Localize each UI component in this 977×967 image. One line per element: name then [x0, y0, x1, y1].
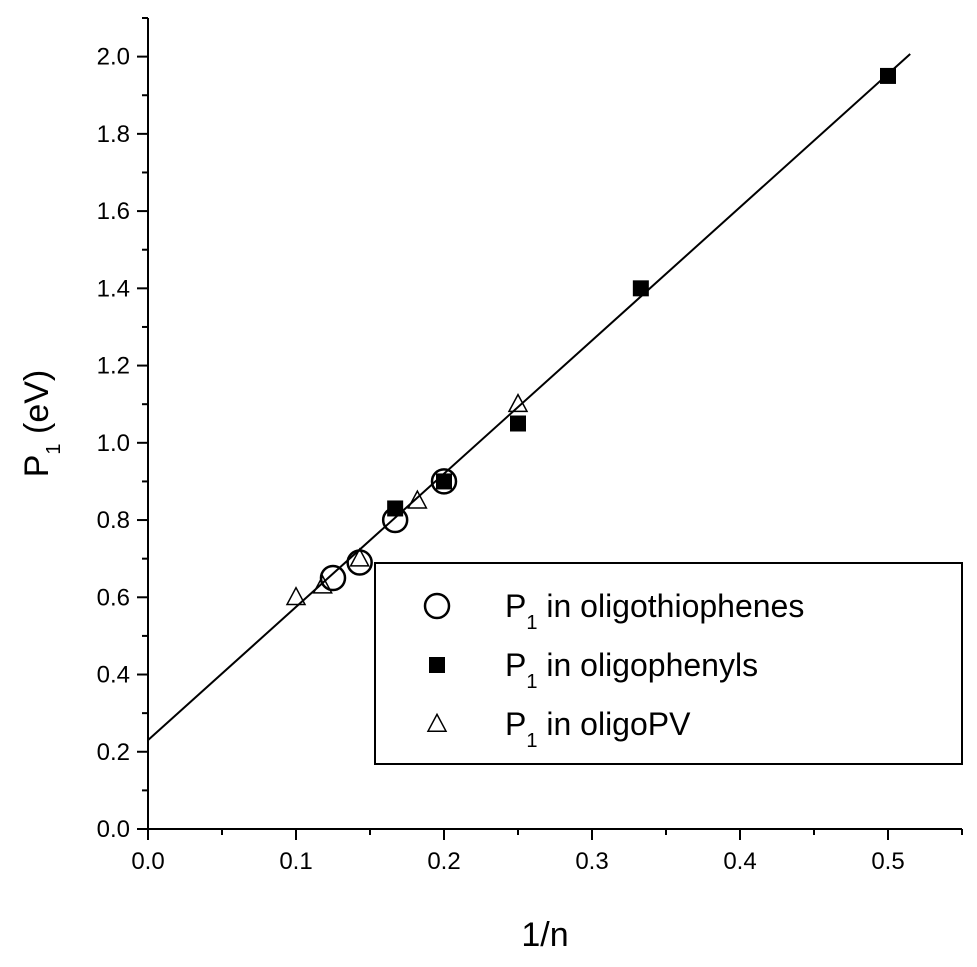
- legend-marker: [426, 712, 448, 732]
- y-tick-label: 0.2: [97, 739, 130, 766]
- data-point: [312, 574, 333, 594]
- legend-label: P1 in oligophenyls: [505, 647, 758, 693]
- data-point: [430, 468, 458, 495]
- data-point: [381, 506, 409, 534]
- legend-label: P1 in oligoPV: [505, 706, 691, 752]
- data-point: [407, 489, 428, 509]
- y-tick-label: 0.6: [97, 584, 130, 611]
- data-point: [880, 67, 896, 84]
- series-open-circle: [319, 468, 458, 592]
- x-tick-label: 0.1: [279, 848, 312, 875]
- data-point: [319, 564, 347, 592]
- data-point: [349, 547, 370, 567]
- y-tick-label: 1.6: [97, 198, 130, 225]
- x-tick-label: 0.0: [131, 848, 164, 875]
- y-tick-label: 1.8: [97, 121, 130, 148]
- data-point: [632, 280, 649, 297]
- x-tick-label: 0.2: [427, 848, 460, 875]
- x-tick-label: 0.5: [871, 848, 904, 875]
- data-point: [285, 586, 307, 606]
- data-point: [510, 415, 526, 432]
- x-tick-label: 0.3: [575, 848, 608, 875]
- y-tick-label: 1.4: [97, 275, 130, 302]
- axes: 0.0 0.1 0.2 0.3 0.4 0.5 0.0 0.2 0.4 0.6 0.8 1.0 1.2 1…: [18, 17, 963, 954]
- legend-box: [374, 562, 963, 765]
- legend-label: P1 in oligothiophenes: [505, 588, 804, 634]
- y-tick-label: 0.8: [97, 507, 130, 534]
- x-tick-label: 0.4: [723, 848, 756, 875]
- fit-line: [147, 53, 911, 741]
- fit-line-group: [147, 53, 911, 741]
- y-tick-label: 0.4: [97, 662, 130, 689]
- x-axis-title: 1/n: [521, 916, 568, 954]
- data-point: [346, 549, 373, 576]
- series-filled-square: [387, 67, 896, 517]
- series-open-triangle: [285, 393, 529, 606]
- data-point: [507, 393, 529, 413]
- y-tick-label: 2.0: [97, 44, 130, 71]
- data-points: [285, 67, 896, 606]
- legend-marker: [429, 657, 445, 673]
- y-tick-label: 1.0: [97, 430, 130, 457]
- legend-marker: [423, 592, 451, 620]
- legend: P1 in oligothiophenes P1 in oligophenyls P…: [374, 562, 963, 765]
- y-tick-label: 1.2: [97, 353, 130, 380]
- data-point: [436, 473, 452, 490]
- y-tick-label: 0.0: [97, 816, 130, 843]
- y-axis-title: P1 (eV): [18, 370, 65, 478]
